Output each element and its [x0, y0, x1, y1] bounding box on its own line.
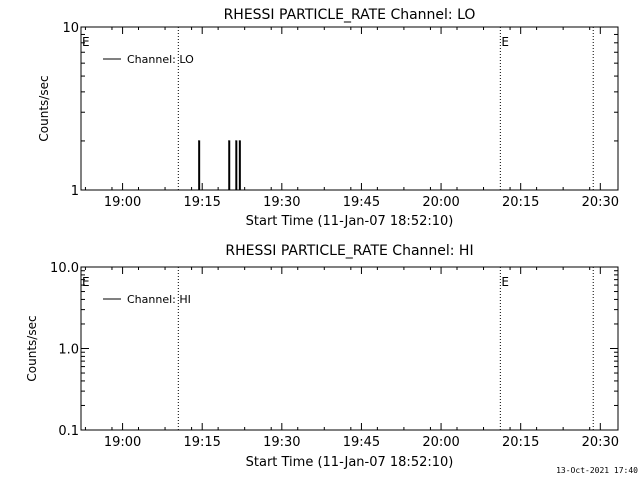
- x-tick-label: 19:30: [263, 435, 300, 450]
- legend-label: Channel: HI: [127, 293, 191, 306]
- legend-label: Channel: LO: [127, 53, 194, 66]
- timestamp-label: 13-Oct-2021 17:40: [556, 466, 638, 475]
- x-tick-label: 20:00: [422, 195, 459, 210]
- y-tick-label: 1.0: [58, 343, 79, 358]
- x-tick-label: 20:00: [422, 435, 459, 450]
- y-tick-label: 0.1: [58, 424, 79, 439]
- data-point: [226, 189, 228, 191]
- x-tick-label: 19:15: [183, 195, 220, 210]
- x-tick-label: 20:30: [582, 435, 619, 450]
- data-point: [228, 140, 230, 142]
- plot-frame: [80, 266, 619, 431]
- time-marker-label: E: [501, 275, 509, 289]
- x-tick-label: 20:30: [582, 195, 619, 210]
- x-axis-label: Start Time (11-Jan-07 18:52:10): [246, 455, 454, 470]
- y-tick-label: 1: [71, 184, 79, 199]
- data-point: [233, 189, 235, 191]
- x-tick-label: 19:00: [104, 195, 141, 210]
- y-axis-label: Counts/sec: [25, 315, 39, 381]
- data-point: [230, 189, 232, 191]
- data-point: [199, 189, 201, 191]
- chart-title: RHESSI PARTICLE_RATE Channel: HI: [225, 243, 473, 259]
- data-point: [198, 140, 200, 142]
- y-tick-label: 10.0: [50, 261, 79, 276]
- data-point: [196, 189, 198, 191]
- time-marker-label: E: [501, 35, 509, 49]
- plot-frame: [80, 26, 619, 191]
- x-tick-label: 19:30: [263, 195, 300, 210]
- x-tick-label: 19:45: [343, 435, 380, 450]
- y-tick-label: 10: [62, 21, 79, 36]
- x-axis-label: Start Time (11-Jan-07 18:52:10): [246, 214, 454, 229]
- x-tick-label: 19:00: [104, 435, 141, 450]
- x-tick-label: 19:45: [343, 195, 380, 210]
- data-point: [240, 189, 242, 191]
- y-axis-label: Counts/sec: [37, 75, 51, 141]
- x-tick-label: 19:15: [183, 435, 220, 450]
- chart-title: RHESSI PARTICLE_RATE Channel: LO: [224, 7, 476, 23]
- data-point: [235, 140, 237, 142]
- data-point: [238, 140, 240, 142]
- edge-marker-label: E: [82, 275, 90, 289]
- edge-marker-label: E: [82, 35, 90, 49]
- x-tick-label: 20:15: [502, 435, 539, 450]
- series-line: [196, 140, 243, 191]
- data-point: [237, 189, 239, 191]
- x-tick-label: 20:15: [502, 195, 539, 210]
